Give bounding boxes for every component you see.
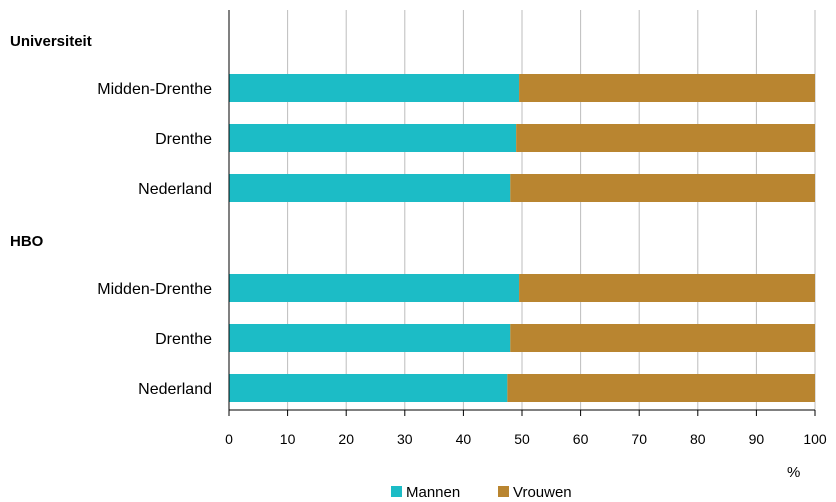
category-labels: Universiteit Midden-Drenthe Drenthe Nederla… xyxy=(10,33,212,398)
bar-vrouwen xyxy=(507,374,815,402)
x-unit-label: % xyxy=(787,464,800,481)
x-tick-label: 10 xyxy=(280,431,296,447)
x-tick-label: 60 xyxy=(573,431,589,447)
x-tick-label: 90 xyxy=(749,431,765,447)
x-axis xyxy=(228,10,816,416)
x-tick-label: 0 xyxy=(225,431,233,447)
legend: Mannen Vrouwen xyxy=(391,484,572,501)
x-tick-label: 40 xyxy=(456,431,472,447)
x-tick-label: 80 xyxy=(690,431,706,447)
legend-swatch-mannen xyxy=(391,486,402,497)
category-label: Nederland xyxy=(138,381,212,398)
category-label: Midden-Drenthe xyxy=(97,281,212,298)
bars xyxy=(229,74,815,402)
tick-labels: 0 10 20 30 40 50 60 70 80 90 100 xyxy=(225,431,827,447)
bar-vrouwen xyxy=(510,324,815,352)
bar-mannen xyxy=(229,374,508,402)
x-tick-label: 30 xyxy=(397,431,413,447)
bar-vrouwen xyxy=(519,74,815,102)
group-label: HBO xyxy=(10,233,44,250)
x-tick-label: 100 xyxy=(803,431,827,447)
bar-vrouwen xyxy=(519,274,815,302)
bar-mannen xyxy=(229,74,520,102)
legend-swatch-vrouwen xyxy=(498,486,509,497)
category-label: Midden-Drenthe xyxy=(97,81,212,98)
category-label: Drenthe xyxy=(155,331,212,348)
bar-mannen xyxy=(229,124,517,152)
bar-vrouwen xyxy=(510,174,815,202)
category-label: Nederland xyxy=(138,181,212,198)
category-label: Drenthe xyxy=(155,131,212,148)
x-tick-label: 50 xyxy=(514,431,530,447)
bar-mannen xyxy=(229,174,511,202)
legend-label: Vrouwen xyxy=(513,484,572,501)
bar-vrouwen xyxy=(516,124,815,152)
x-tick-label: 70 xyxy=(631,431,647,447)
bar-mannen xyxy=(229,324,511,352)
legend-label: Mannen xyxy=(406,484,460,501)
bar-mannen xyxy=(229,274,520,302)
group-label: Universiteit xyxy=(10,33,92,50)
x-tick-label: 20 xyxy=(338,431,354,447)
